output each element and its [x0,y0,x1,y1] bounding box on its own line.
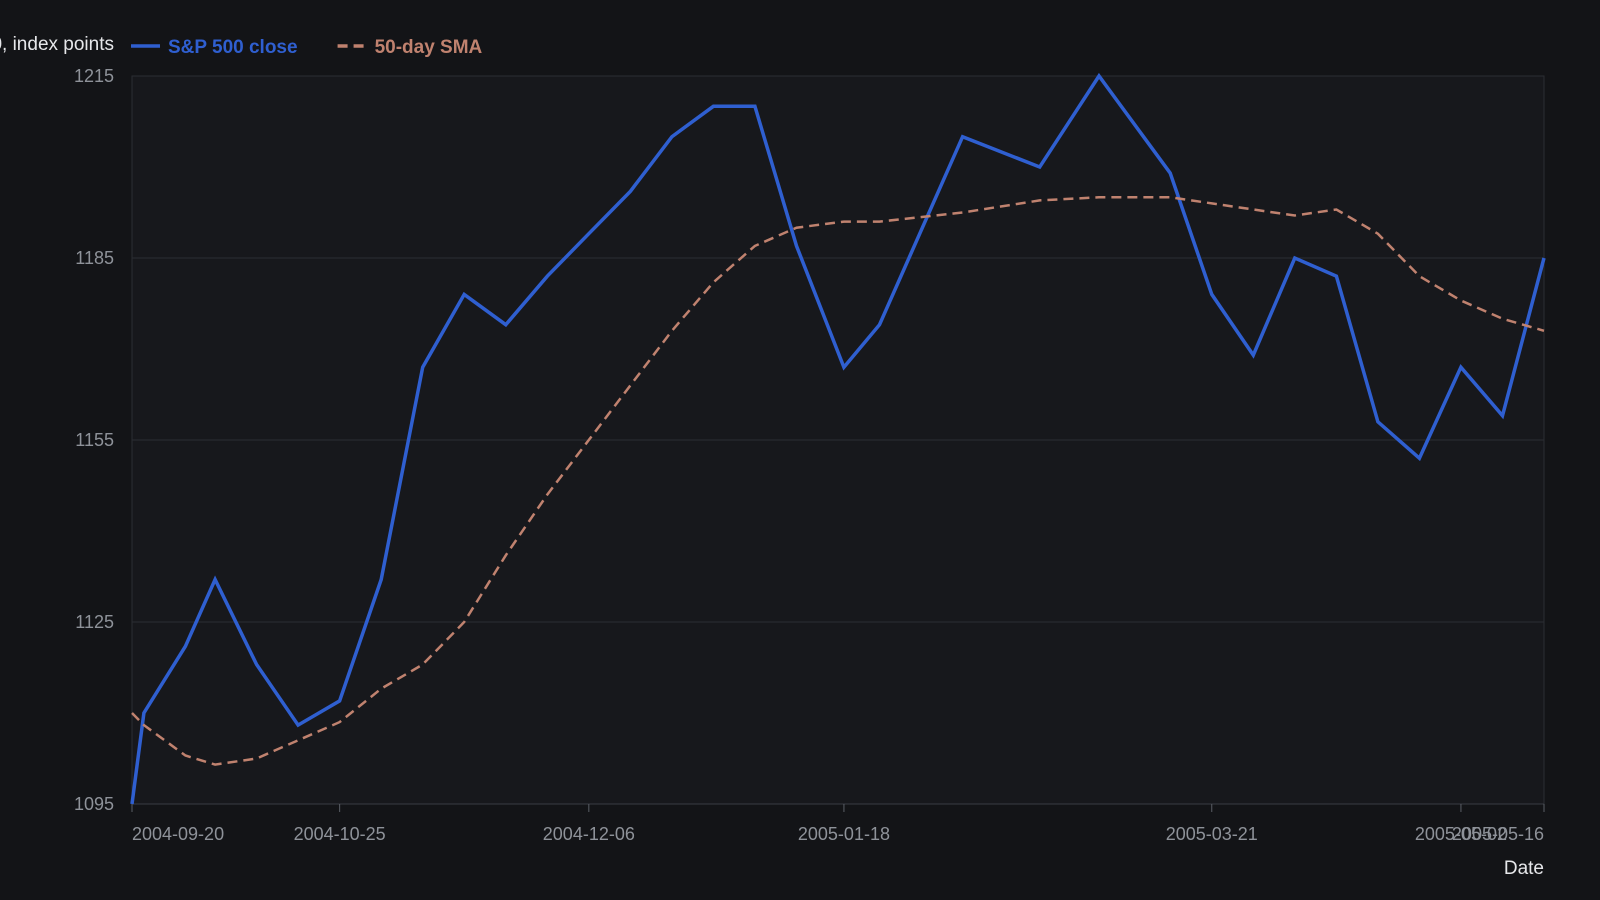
legend-item-sma: 50-day SMA [337,37,483,58]
x-axis-title: Date [1504,858,1544,879]
series-layer [130,72,1546,805]
y-tick-label: 1185 [75,248,114,268]
y-axis-title: S&P 500, index points [0,34,114,55]
x-axis: 2004-09-20 2004-10-25 2004-12-06 2005-01-18… [131,803,1545,844]
x-tick-label: 2005-05-16 [1452,824,1544,844]
y-tick-label: 1125 [75,612,114,632]
x-tick-label: 2004-12-06 [543,824,635,844]
x-tick-label: 2004-10-25 [294,824,386,844]
y-tick-label: 1155 [75,430,114,450]
y-tick-label: 1215 [74,66,114,86]
sma-series-line [131,196,1545,766]
y-axis: 1095 1125 1155 1185 1215 [74,66,114,814]
legend-item-close: S&P 500 close [131,37,298,58]
legend: S&P 500, index points S&P 500 close 50-da… [0,34,483,58]
x-tick-label: 2005-03-21 [1166,824,1258,844]
y-tick-label: 1095 [74,794,114,814]
x-tick-label: 2005-05-02 [1415,824,1507,844]
x-tick-label: 2005-01-18 [798,824,890,844]
legend-label: S&P 500 close [168,37,298,58]
x-tick-label: 2004-09-20 [132,824,224,844]
close-series-line [130,72,1546,805]
legend-label: 50-day SMA [375,37,483,58]
